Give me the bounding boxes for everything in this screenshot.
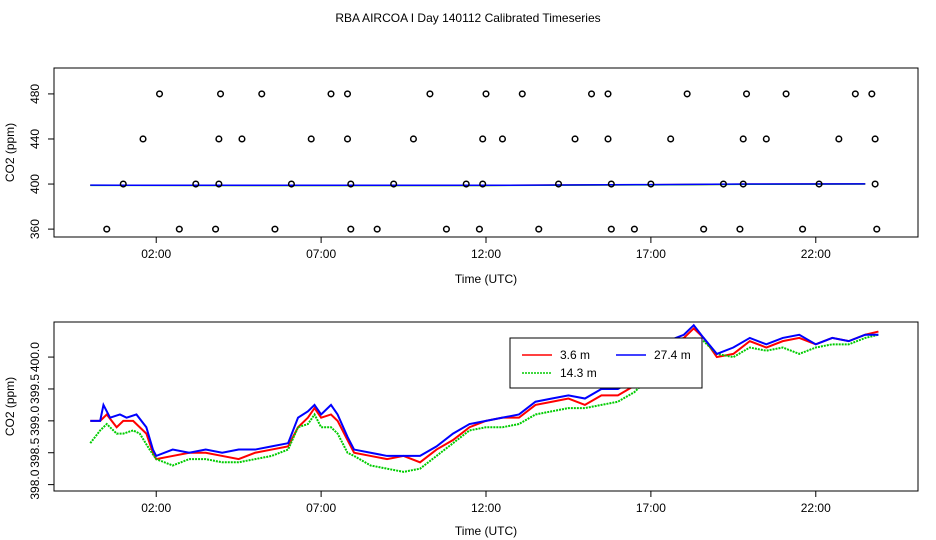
data-point bbox=[287, 180, 295, 188]
data-point bbox=[479, 135, 487, 143]
data-point bbox=[719, 180, 727, 188]
data-point bbox=[119, 180, 127, 188]
x-tick-label: 12:00 bbox=[471, 501, 501, 515]
data-point bbox=[873, 225, 881, 233]
data-point bbox=[258, 90, 266, 98]
x-tick-label: 17:00 bbox=[636, 501, 666, 515]
series-line bbox=[89, 333, 879, 473]
y-tick-label: 360 bbox=[28, 219, 42, 239]
data-point bbox=[782, 90, 790, 98]
data-point bbox=[215, 135, 223, 143]
panel-top-scatter: 02:00 07:00 12:00 17:00 22:00 360 400 440 480 Tim… bbox=[3, 67, 919, 286]
data-point bbox=[799, 225, 807, 233]
data-point bbox=[554, 180, 563, 188]
x-axis-label: Time (UTC) bbox=[455, 524, 517, 538]
data-point bbox=[462, 180, 470, 188]
y-axis-label: CO2 (ppm) bbox=[3, 123, 17, 182]
data-point bbox=[667, 135, 675, 143]
data-point bbox=[498, 135, 507, 143]
plot-frame bbox=[53, 321, 919, 492]
data-point bbox=[390, 180, 398, 188]
data-point bbox=[307, 135, 315, 143]
series-line bbox=[90, 183, 866, 187]
data-point bbox=[482, 90, 490, 98]
y-tick-label: 400 bbox=[28, 174, 42, 194]
data-point bbox=[426, 90, 434, 98]
y-tick-label: 400.0 bbox=[28, 342, 42, 372]
y-tick-label: 399.0 bbox=[28, 406, 42, 436]
data-point bbox=[347, 180, 355, 188]
data-point bbox=[700, 225, 708, 233]
legend-label: 14.3 m bbox=[560, 366, 597, 380]
data-point bbox=[607, 225, 615, 233]
data-point bbox=[604, 135, 612, 143]
data-point bbox=[216, 90, 225, 98]
series-line bbox=[90, 323, 879, 458]
y-tick-label: 398.0 bbox=[28, 469, 42, 499]
data-point bbox=[215, 180, 223, 188]
x-tick-label: 02:00 bbox=[141, 247, 171, 261]
data-point bbox=[835, 135, 843, 143]
data-point bbox=[212, 225, 220, 233]
legend-label: 27.4 m bbox=[654, 348, 691, 362]
data-point bbox=[155, 90, 164, 98]
data-point bbox=[742, 90, 751, 98]
data-point bbox=[815, 180, 823, 188]
data-point bbox=[604, 90, 612, 98]
data-point bbox=[343, 135, 352, 143]
y-tick-label: 398.5 bbox=[28, 437, 42, 467]
data-point bbox=[192, 180, 200, 188]
y-tick-label: 480 bbox=[28, 84, 42, 104]
data-point bbox=[475, 225, 483, 233]
data-point bbox=[271, 225, 279, 233]
legend: 3.6 m 14.3 m 27.4 m bbox=[509, 337, 703, 389]
panel-bottom-timeseries: 02:00 07:00 12:00 17:00 22:00 398.0 398.5399.0… bbox=[3, 321, 919, 538]
data-point bbox=[103, 225, 111, 233]
legend-box bbox=[509, 337, 703, 389]
data-point bbox=[736, 225, 744, 233]
data-point bbox=[739, 180, 747, 188]
data-point bbox=[139, 135, 147, 143]
data-point bbox=[347, 225, 355, 233]
data-point bbox=[327, 90, 335, 98]
data-point bbox=[518, 90, 526, 98]
y-axis-label: CO2 (ppm) bbox=[3, 377, 17, 436]
data-point bbox=[871, 180, 879, 188]
data-point bbox=[343, 90, 352, 98]
data-point bbox=[739, 135, 747, 143]
x-tick-label: 07:00 bbox=[306, 247, 336, 261]
y-tick-label: 399.5 bbox=[28, 374, 42, 404]
data-point bbox=[373, 225, 381, 233]
x-tick-label: 07:00 bbox=[306, 501, 336, 515]
data-point bbox=[442, 225, 450, 233]
data-point bbox=[871, 135, 879, 143]
series-line bbox=[90, 326, 879, 464]
legend-label: 3.6 m bbox=[560, 348, 590, 362]
y-tick-label: 440 bbox=[28, 129, 42, 149]
data-point bbox=[630, 225, 638, 233]
data-point bbox=[238, 135, 246, 143]
data-point bbox=[535, 225, 543, 233]
data-point bbox=[409, 135, 418, 143]
chart-title: RBA AIRCOA I Day 140112 Calibrated Times… bbox=[335, 11, 600, 25]
x-tick-label: 22:00 bbox=[801, 247, 831, 261]
data-point bbox=[868, 90, 876, 98]
x-tick-label: 17:00 bbox=[636, 247, 666, 261]
data-point bbox=[175, 225, 183, 233]
data-point bbox=[479, 180, 487, 188]
data-point bbox=[851, 90, 859, 98]
x-tick-label: 12:00 bbox=[471, 247, 501, 261]
data-point bbox=[683, 90, 691, 98]
data-point bbox=[647, 180, 655, 188]
x-tick-label: 02:00 bbox=[141, 501, 171, 515]
data-point bbox=[607, 180, 615, 188]
x-axis-label: Time (UTC) bbox=[455, 272, 517, 286]
x-tick-label: 22:00 bbox=[801, 501, 831, 515]
data-point bbox=[762, 135, 770, 143]
data-point bbox=[587, 90, 596, 98]
data-point bbox=[571, 135, 579, 143]
